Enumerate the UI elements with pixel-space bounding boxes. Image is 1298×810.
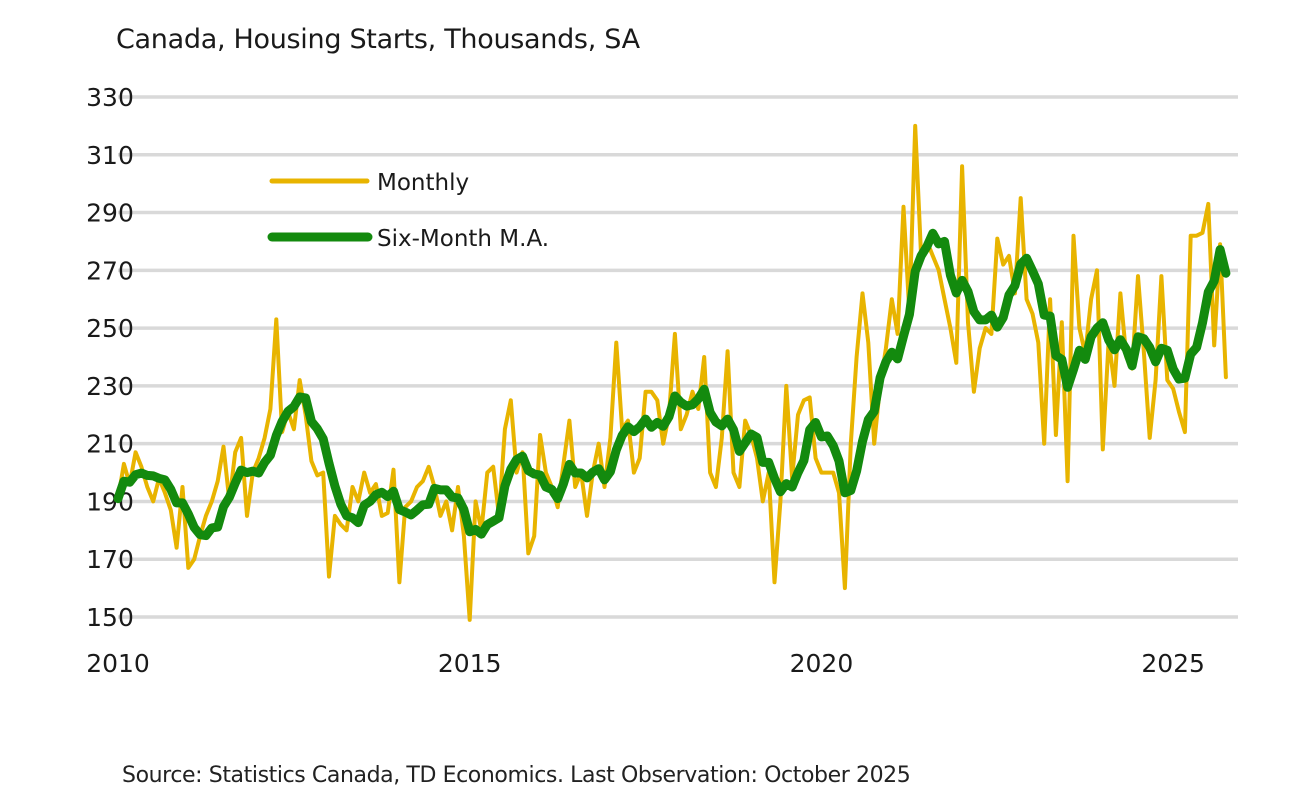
x-tick-label: 2015	[438, 649, 502, 678]
gridlines	[118, 95, 1238, 619]
series-layer	[113, 123, 1231, 622]
y-tick-label: 190	[86, 487, 134, 516]
source-note: Source: Statistics Canada, TD Economics.…	[122, 763, 911, 788]
y-tick-label: 170	[86, 545, 134, 574]
series-monthly-line	[116, 123, 1228, 622]
y-tick-label: 150	[86, 603, 134, 632]
y-tick-label: 330	[86, 83, 134, 112]
y-tick-label: 230	[86, 372, 134, 401]
legend-label-six-month-ma: Six-Month M.A.	[377, 226, 549, 252]
y-axis: 150 170 190 210 230 250 270 290 310 330	[86, 83, 134, 632]
legend-label-monthly: Monthly	[377, 170, 469, 196]
x-tick-label: 2010	[86, 649, 150, 678]
legend: Monthly Six-Month M.A.	[267, 170, 549, 252]
y-tick-label: 290	[86, 199, 134, 228]
x-tick-label: 2020	[790, 649, 854, 678]
chart-title: Canada, Housing Starts, Thousands, SA	[116, 24, 640, 55]
y-tick-label: 310	[86, 141, 134, 170]
y-tick-label: 270	[86, 256, 134, 285]
y-tick-label: 210	[86, 430, 134, 459]
series-six-month-ma-line	[113, 228, 1231, 541]
x-tick-label: 2025	[1141, 649, 1205, 678]
y-tick-label: 250	[86, 314, 134, 343]
x-axis: 2010 2015 2020 2025	[86, 649, 1205, 678]
